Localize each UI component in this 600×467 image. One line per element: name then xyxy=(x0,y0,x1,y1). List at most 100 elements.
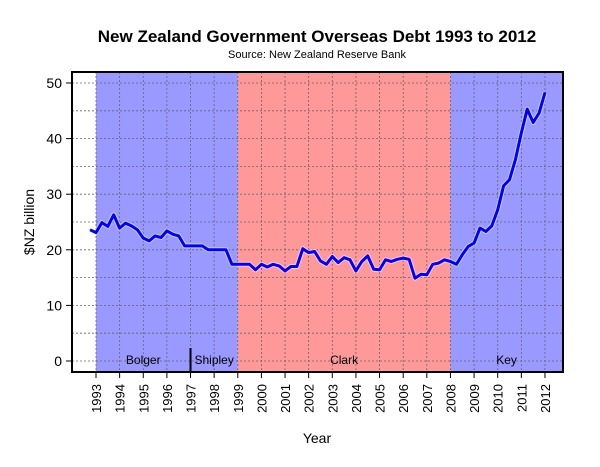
region-labels: Bolger Shipley Clark Key xyxy=(126,348,517,372)
data-point xyxy=(408,258,410,260)
data-point xyxy=(125,222,127,224)
data-point xyxy=(119,227,121,229)
data-point xyxy=(444,259,446,261)
data-point xyxy=(355,270,357,272)
region-label-shipley: Shipley xyxy=(194,353,233,367)
data-point xyxy=(213,249,215,251)
grid-lines xyxy=(72,72,563,372)
data-point xyxy=(290,265,292,267)
data-point xyxy=(255,269,257,271)
x-axis-label: Year xyxy=(303,430,332,446)
data-point xyxy=(331,255,333,257)
data-point xyxy=(520,132,522,134)
data-point xyxy=(243,263,245,265)
data-point xyxy=(420,273,422,275)
x-tick-label: 2005 xyxy=(373,384,388,413)
data-point xyxy=(130,225,132,227)
x-tick-label: 2003 xyxy=(325,384,340,413)
data-point xyxy=(237,263,239,265)
data-point xyxy=(337,262,339,264)
data-point xyxy=(296,265,298,267)
data-point xyxy=(142,237,144,239)
data-point xyxy=(136,229,138,231)
data-point xyxy=(89,229,91,231)
y-tick-label: 20 xyxy=(46,242,62,258)
data-point xyxy=(184,245,186,247)
data-point xyxy=(266,266,268,268)
data-point xyxy=(379,269,381,271)
data-point xyxy=(390,260,392,262)
x-axis: 1993 1994 1995 1996 1997 1998 1999 2000 2001 2002… xyxy=(89,372,553,413)
data-point xyxy=(195,245,197,247)
x-tick-label: 2002 xyxy=(302,384,317,413)
x-tick-label: 1997 xyxy=(184,384,199,413)
data-point xyxy=(319,260,321,262)
data-point xyxy=(178,235,180,237)
data-point xyxy=(154,235,156,237)
region-label-bolger: Bolger xyxy=(126,353,161,367)
x-tick-label: 2010 xyxy=(491,384,506,413)
data-point xyxy=(272,263,274,265)
x-tick-label: 1999 xyxy=(231,384,246,413)
data-point xyxy=(426,274,428,276)
data-point xyxy=(432,263,434,265)
data-point xyxy=(325,263,327,265)
y-tick-label: 30 xyxy=(46,186,62,202)
plot-frame xyxy=(71,71,564,373)
data-point xyxy=(532,121,534,123)
series-group xyxy=(89,91,548,281)
data-point xyxy=(249,263,251,265)
series-line xyxy=(89,92,547,280)
data-point xyxy=(166,230,168,232)
region-label-key: Key xyxy=(496,353,517,367)
data-point xyxy=(497,209,499,211)
data-point xyxy=(514,159,516,161)
data-point xyxy=(373,268,375,270)
data-point xyxy=(414,277,416,279)
data-point xyxy=(101,222,103,224)
data-point xyxy=(384,259,386,261)
x-tick-label: 2011 xyxy=(514,384,529,412)
data-point xyxy=(343,257,345,259)
data-point xyxy=(449,260,451,262)
y-axis-label: $NZ billion xyxy=(21,189,37,255)
x-tick-label: 2012 xyxy=(538,384,553,413)
data-point xyxy=(438,262,440,264)
data-point xyxy=(349,259,351,261)
data-point xyxy=(455,263,457,265)
data-point xyxy=(201,245,203,247)
data-point xyxy=(485,230,487,232)
data-point xyxy=(172,233,174,235)
y-axis: 0 10 20 30 40 50 xyxy=(46,75,72,369)
data-point xyxy=(113,214,115,216)
x-tick-label: 2009 xyxy=(467,384,482,413)
data-point xyxy=(544,91,546,93)
x-tick-label: 2004 xyxy=(349,384,364,413)
x-tick-label: 1998 xyxy=(207,384,222,413)
chart-subtitle: Source: New Zealand Reserve Bank xyxy=(228,49,406,61)
data-point xyxy=(526,108,528,110)
x-tick-label: 1993 xyxy=(89,384,104,413)
data-point xyxy=(467,245,469,247)
x-tick-label: 1996 xyxy=(160,384,175,413)
y-tick-label: 40 xyxy=(46,131,62,147)
data-point xyxy=(308,252,310,254)
data-point xyxy=(473,242,475,244)
data-point xyxy=(479,227,481,229)
data-point xyxy=(402,257,404,259)
x-tick-label: 2006 xyxy=(396,384,411,413)
data-point xyxy=(219,249,221,251)
data-point xyxy=(367,255,369,257)
x-tick-label: 2007 xyxy=(420,384,435,413)
data-point xyxy=(491,225,493,227)
data-point xyxy=(538,112,540,114)
data-point xyxy=(260,263,262,265)
chart-title: New Zealand Government Overseas Debt 199… xyxy=(98,27,536,46)
data-point xyxy=(190,245,192,247)
data-point xyxy=(148,240,150,242)
data-point xyxy=(95,232,97,234)
data-point xyxy=(503,185,505,187)
y-tick-label: 10 xyxy=(46,297,62,313)
data-point xyxy=(207,249,209,251)
